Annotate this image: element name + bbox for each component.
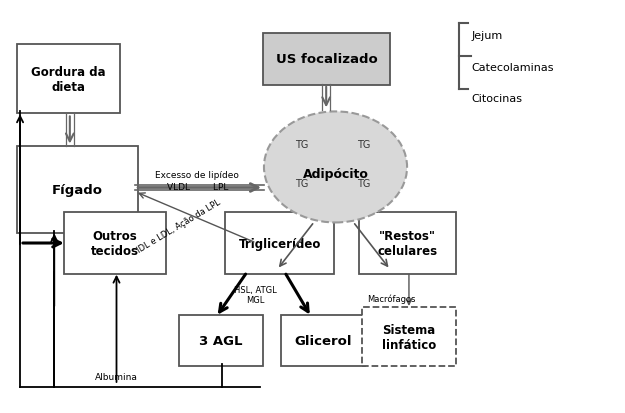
- Text: TG: TG: [294, 140, 308, 150]
- Text: US focalizado: US focalizado: [276, 53, 378, 66]
- Text: TG: TG: [357, 140, 370, 150]
- FancyBboxPatch shape: [281, 315, 366, 366]
- FancyBboxPatch shape: [179, 315, 262, 366]
- Text: HSL, ATGL
MGL: HSL, ATGL MGL: [234, 285, 277, 304]
- Text: Fígado: Fígado: [52, 184, 103, 197]
- Text: VLDL        LPL: VLDL LPL: [167, 182, 228, 191]
- Text: IDL e LDL, Ação da LPL: IDL e LDL, Ação da LPL: [136, 198, 222, 255]
- Text: Gordura da
dieta: Gordura da dieta: [31, 65, 106, 93]
- Text: Outros
tecidos: Outros tecidos: [91, 230, 139, 257]
- Text: Triglicerídeo: Triglicerídeo: [239, 237, 321, 250]
- Text: TG: TG: [294, 179, 308, 189]
- Text: Glicerol: Glicerol: [294, 335, 352, 347]
- Text: Jejum: Jejum: [471, 31, 502, 41]
- Ellipse shape: [264, 112, 407, 223]
- Text: Macrófagos: Macrófagos: [368, 294, 416, 304]
- Text: TG: TG: [357, 179, 370, 189]
- FancyBboxPatch shape: [262, 34, 390, 85]
- Text: Adipócito: Adipócito: [302, 167, 369, 180]
- FancyBboxPatch shape: [362, 307, 456, 366]
- FancyBboxPatch shape: [64, 213, 166, 274]
- Text: Excesso de lipídeo: Excesso de lipídeo: [156, 171, 239, 180]
- Text: Catecolaminas: Catecolaminas: [471, 62, 554, 72]
- Text: 3 AGL: 3 AGL: [199, 335, 242, 347]
- Text: "Restos"
celulares: "Restos" celulares: [378, 230, 438, 257]
- FancyBboxPatch shape: [17, 45, 119, 114]
- FancyBboxPatch shape: [226, 213, 334, 274]
- Text: Albumina: Albumina: [95, 372, 138, 381]
- Text: Sistema
linfático: Sistema linfático: [382, 323, 436, 351]
- FancyBboxPatch shape: [359, 213, 456, 274]
- FancyBboxPatch shape: [17, 147, 138, 233]
- Text: Citocinas: Citocinas: [471, 94, 522, 104]
